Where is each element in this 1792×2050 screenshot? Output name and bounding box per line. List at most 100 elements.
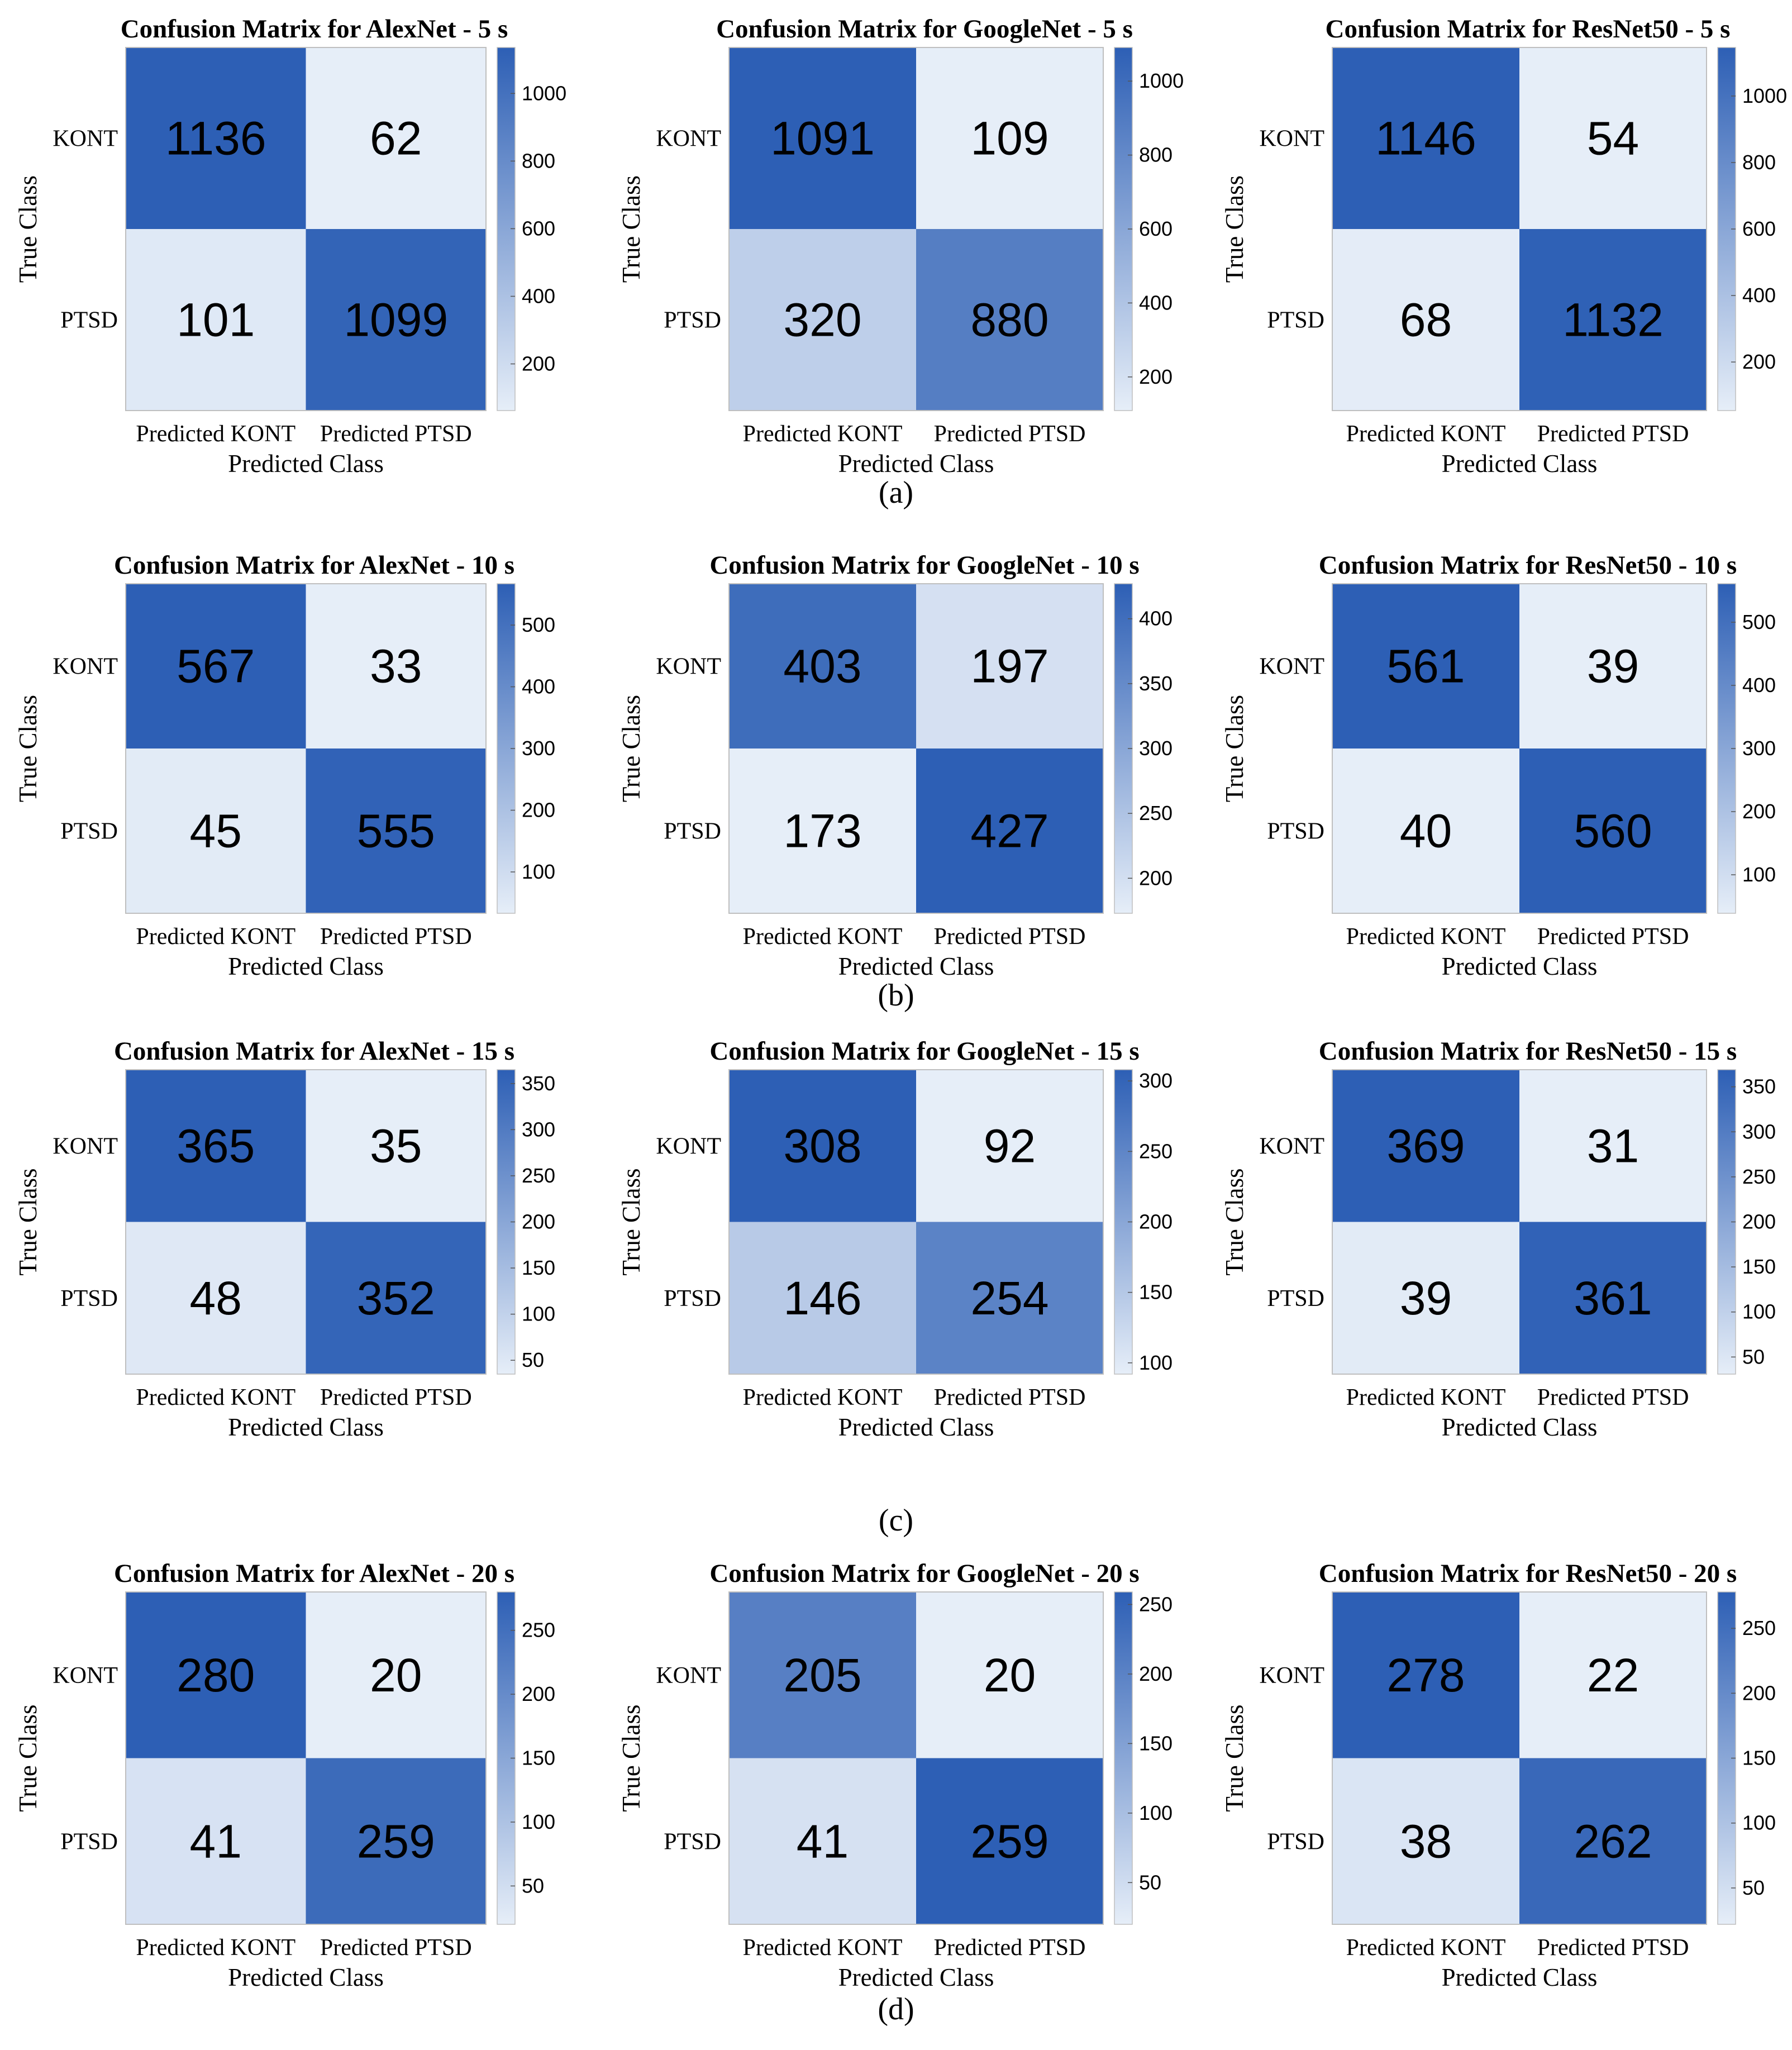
heatmap-cell: [916, 47, 1103, 229]
colorbar-tick-label: 100: [1742, 863, 1776, 886]
colorbar-tick-label: 600: [1139, 217, 1173, 240]
cell-value-label: 146: [783, 1272, 861, 1324]
x-axis-label: Predicted Class: [838, 1963, 994, 1991]
x-axis-label: Predicted Class: [1442, 450, 1598, 478]
subfigure-label: (b): [878, 978, 914, 1013]
cell-value-label: 20: [370, 1649, 422, 1701]
colorbar-tick-label: 250: [1139, 1140, 1173, 1162]
cell-value-label: 278: [1386, 1649, 1465, 1701]
x-tick-label: Predicted KONT: [1346, 421, 1506, 447]
heatmap-cell: [1519, 1222, 1707, 1374]
cell-value-label: 427: [970, 805, 1048, 857]
cell-value-label: 259: [357, 1815, 435, 1867]
x-tick-label: Predicted KONT: [136, 924, 296, 950]
confusion-matrix-panel: 1136 62 101 1099 Confusion Matrix for AlexNe…: [14, 15, 566, 478]
confusion-matrix-panel: 369 31 39 361 Confusion Matrix for ResNet50 …: [1221, 1037, 1776, 1441]
y-tick-label: PTSD: [1267, 1286, 1324, 1312]
heatmap-cell: [306, 584, 486, 749]
colorbar-tick-label: 350: [1742, 1075, 1776, 1098]
cell-value-label: 1146: [1375, 112, 1476, 165]
y-tick-label: PTSD: [1267, 308, 1324, 333]
confusion-matrix-panel: 1146 54 68 1132 Confusion Matrix for ResNet5…: [1221, 15, 1787, 478]
chart-title: Confusion Matrix for AlexNet - 10 s: [114, 551, 514, 580]
colorbar-tick-label: 200: [1742, 1210, 1776, 1233]
cell-value-label: 352: [357, 1272, 435, 1324]
cell-value-label: 173: [783, 805, 861, 857]
colorbar-tick-label: 1000: [1742, 84, 1787, 107]
confusion-matrix-panel: 280 20 41 259 Confusion Matrix for AlexNet -…: [14, 1559, 555, 1991]
x-tick-label: Predicted PTSD: [1537, 1935, 1689, 1961]
colorbar-tick-label: 100: [1742, 1300, 1776, 1323]
x-tick-label: Predicted KONT: [136, 1385, 296, 1410]
cell-value-label: 33: [370, 640, 422, 693]
cell-value-label: 1132: [1562, 294, 1664, 346]
y-tick-label: KONT: [656, 1133, 721, 1159]
colorbar-tick-label: 100: [1139, 1351, 1173, 1374]
x-tick-label: Predicted PTSD: [1537, 924, 1689, 950]
y-tick-label: PTSD: [60, 1829, 118, 1854]
cell-value-label: 1099: [344, 294, 448, 346]
chart-title: Confusion Matrix for ResNet50 - 10 s: [1319, 551, 1737, 580]
colorbar-tick-label: 200: [1742, 350, 1776, 373]
colorbar-tick-label: 150: [522, 1747, 555, 1770]
cell-value-label: 68: [1400, 294, 1452, 346]
colorbar-tick-label: 200: [1139, 866, 1173, 889]
colorbar-tick-label: 350: [1139, 672, 1173, 695]
y-axis-label: True Class: [617, 1704, 645, 1811]
heatmap-cell: [306, 229, 486, 411]
matrix-border: [728, 583, 1104, 914]
heatmap-cell: [1332, 1592, 1519, 1758]
colorbar-tick-label: 200: [522, 1682, 555, 1705]
x-tick-label: Predicted PTSD: [320, 421, 472, 447]
chart-title: Confusion Matrix for GoogleNet - 20 s: [709, 1559, 1139, 1588]
y-axis-label: True Class: [617, 695, 645, 802]
y-tick-label: KONT: [53, 126, 118, 152]
colorbar-tick-label: 150: [522, 1256, 555, 1279]
y-axis-label: True Class: [14, 1168, 42, 1275]
cell-value-label: 38: [1400, 1815, 1452, 1867]
colorbar-tick-label: 600: [522, 217, 555, 240]
confusion-matrix-panel: 205 20 41 259 Confusion Matrix for GoogleNet…: [617, 1559, 1173, 1991]
cell-value-label: 280: [177, 1649, 255, 1701]
colorbar-tick-label: 400: [1139, 607, 1173, 630]
x-tick-label: Predicted KONT: [743, 1935, 903, 1961]
colorbar-tick-label: 150: [1742, 1747, 1776, 1770]
y-tick-label: PTSD: [664, 1286, 721, 1312]
heatmap-cell: [1332, 47, 1519, 229]
y-tick-label: PTSD: [60, 819, 118, 845]
colorbar-tick-label: 250: [1139, 802, 1173, 824]
heatmap-cell: [729, 1222, 916, 1374]
colorbar-tick-label: 50: [1742, 1876, 1765, 1899]
confusion-matrix-panel: 561 39 40 560 Confusion Matrix for ResNet50 …: [1221, 551, 1776, 980]
x-tick-label: Predicted KONT: [743, 421, 903, 447]
matrix-border: [1332, 1069, 1707, 1375]
colorbar-tick-label: 600: [1742, 217, 1776, 240]
y-tick-label: PTSD: [60, 308, 118, 333]
heatmap-cell: [1519, 47, 1707, 229]
colorbar-tick-label: 100: [522, 860, 555, 883]
heatmap-cell: [729, 584, 916, 749]
colorbar-tick-label: 1000: [522, 82, 566, 104]
cell-value-label: 48: [190, 1272, 242, 1324]
x-tick-label: Predicted PTSD: [1537, 421, 1689, 447]
cell-value-label: 35: [370, 1119, 422, 1172]
y-tick-label: PTSD: [664, 1829, 721, 1854]
x-axis-label: Predicted Class: [1442, 952, 1598, 980]
colorbar-tick-label: 400: [522, 675, 555, 698]
heatmap-cell: [1332, 1222, 1519, 1374]
matrix-border: [125, 47, 487, 411]
y-axis-label: True Class: [1221, 1704, 1248, 1811]
heatmap-cell: [306, 1070, 486, 1222]
cell-value-label: 320: [783, 294, 861, 346]
x-axis-label: Predicted Class: [838, 952, 994, 980]
matrix-border: [728, 47, 1104, 411]
heatmap-cell: [1519, 1592, 1707, 1758]
x-tick-label: Predicted PTSD: [320, 1935, 472, 1961]
colorbar-tick-label: 300: [1742, 1120, 1776, 1143]
y-axis-label: True Class: [617, 175, 645, 283]
colorbar-tick-label: 1000: [1139, 69, 1184, 92]
heatmap-cell: [1519, 229, 1707, 411]
colorbar-tick-label: 250: [522, 1619, 555, 1642]
y-tick-label: PTSD: [1267, 819, 1324, 845]
matrix-border: [125, 583, 487, 914]
